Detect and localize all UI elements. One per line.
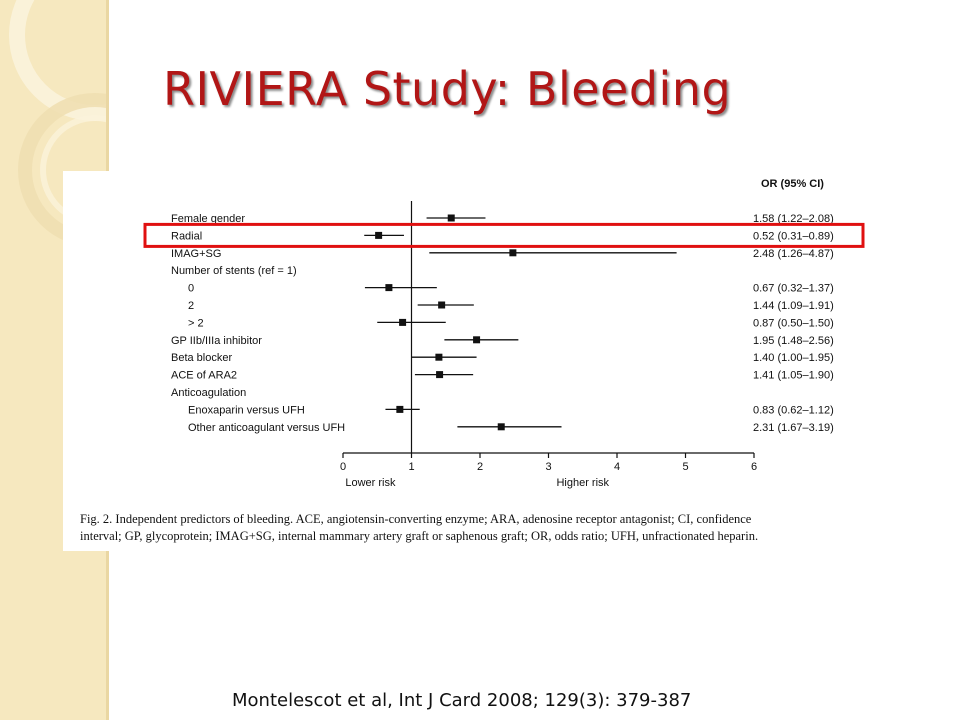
point-estimate xyxy=(396,405,404,413)
point-estimate xyxy=(509,249,517,257)
x-tick-label: 2 xyxy=(477,461,483,473)
point-estimate xyxy=(497,423,505,431)
point-estimate xyxy=(447,214,455,222)
or-value: 0.52 (0.31–0.89) xyxy=(753,230,834,242)
point-estimate xyxy=(473,336,481,344)
x-label-lower: Lower risk xyxy=(345,477,396,489)
row-label: Radial xyxy=(171,230,202,242)
x-tick-label: 0 xyxy=(340,461,346,473)
x-tick-label: 6 xyxy=(751,461,757,473)
or-column-header: OR (95% CI) xyxy=(761,178,824,190)
or-value: 0.67 (0.32–1.37) xyxy=(753,283,834,295)
row-label: Beta blocker xyxy=(171,352,232,364)
figure-caption: Fig. 2. Independent predictors of bleedi… xyxy=(80,512,759,543)
x-tick-label: 5 xyxy=(682,461,688,473)
point-estimate xyxy=(438,301,446,309)
x-tick-label: 1 xyxy=(408,461,414,473)
or-value: 2.48 (1.26–4.87) xyxy=(753,248,834,260)
or-value: 1.58 (1.22–2.08) xyxy=(753,213,834,225)
or-value: 1.40 (1.00–1.95) xyxy=(753,352,834,364)
highlight-box xyxy=(143,222,865,248)
point-estimate xyxy=(436,371,444,379)
or-value: 1.41 (1.05–1.90) xyxy=(753,370,834,382)
forest-plot: OR (95% CI) Female gender 1.58 (1.22–2.08)… xyxy=(143,178,865,489)
x-tick-label: 4 xyxy=(614,461,620,473)
citation: Montelescot et al, Int J Card 2008; 129(… xyxy=(232,690,692,711)
row-label: 2 xyxy=(188,300,194,312)
point-estimate xyxy=(399,318,407,326)
row-label: Other anticoagulant versus UFH xyxy=(188,422,345,434)
point-estimate xyxy=(435,353,443,361)
point-estimate xyxy=(385,284,393,292)
row-label: GP IIb/IIIa inhibitor xyxy=(171,335,262,347)
row-label: Female gender xyxy=(171,213,245,225)
row-label: Anticoagulation xyxy=(171,387,246,399)
x-tick-label: 3 xyxy=(545,461,551,473)
row-label: IMAG+SG xyxy=(171,248,221,260)
row-label: Number of stents (ref = 1) xyxy=(171,265,297,277)
or-value: 0.83 (0.62–1.12) xyxy=(753,404,834,416)
figure-panel: OR (95% CI) Female gender 1.58 (1.22–2.08)… xyxy=(63,171,960,551)
slide-title: RIVIERA Study: Bleeding xyxy=(163,62,732,116)
row-label: Enoxaparin versus UFH xyxy=(188,404,305,416)
or-value: 2.31 (1.67–3.19) xyxy=(753,422,834,434)
or-value: 0.87 (0.50–1.50) xyxy=(753,317,834,329)
row-label: ACE of ARA2 xyxy=(171,370,237,382)
or-value: 1.44 (1.09–1.91) xyxy=(753,300,834,312)
row-label: 0 xyxy=(188,283,194,295)
row-label: > 2 xyxy=(188,317,204,329)
or-value: 1.95 (1.48–2.56) xyxy=(753,335,834,347)
x-label-higher: Higher risk xyxy=(556,477,609,489)
point-estimate xyxy=(375,231,383,239)
